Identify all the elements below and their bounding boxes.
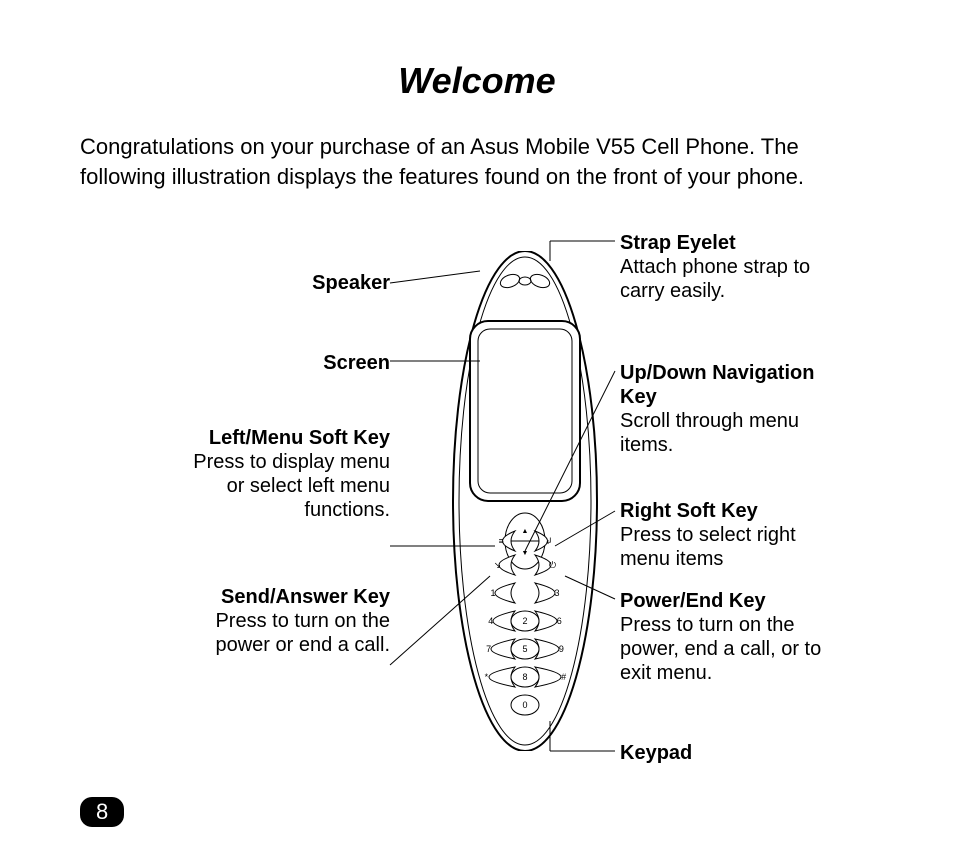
label-heading: Up/Down Navigation Key (620, 362, 814, 408)
label-heading: Right Soft Key (620, 500, 758, 522)
svg-text:6: 6 (557, 616, 562, 626)
page-number: 8 (80, 797, 124, 827)
label-send-key: Send/Answer Key Press to turn on the pow… (190, 585, 390, 657)
label-desc: Attach phone strap to carry easily. (620, 256, 810, 302)
svg-text:↘: ↘ (494, 560, 502, 570)
svg-text:8: 8 (522, 672, 527, 682)
svg-text:≡: ≡ (499, 536, 504, 546)
label-heading: Keypad (620, 742, 692, 764)
svg-text:4: 4 (488, 616, 493, 626)
svg-text:↲: ↲ (545, 536, 553, 546)
svg-text:1: 1 (490, 588, 495, 598)
label-heading: Power/End Key (620, 590, 766, 612)
label-nav-key: Up/Down Navigation Key Scroll through me… (620, 361, 840, 457)
label-desc: Scroll through menu items. (620, 410, 799, 456)
label-heading: Screen (323, 352, 390, 374)
label-strap-eyelet: Strap Eyelet Attach phone strap to carry… (620, 231, 830, 303)
svg-text:▼: ▼ (522, 550, 529, 557)
svg-text:#: # (561, 672, 566, 682)
svg-text:*: * (485, 672, 489, 682)
label-heading: Speaker (312, 272, 390, 294)
page-title: Welcome (80, 60, 874, 102)
label-heading: Send/Answer Key (221, 586, 390, 608)
svg-text:2: 2 (522, 616, 527, 626)
label-left-soft-key: Left/Menu Soft Key Press to display menu… (190, 426, 390, 522)
svg-text:9: 9 (559, 644, 564, 654)
svg-text:0: 0 (522, 700, 527, 710)
phone-illustration: ▲ ▼ ≡ ↲ ↘ ⏻ 1 3 4 6 2 7 9 5 * #8 0 (450, 251, 600, 756)
intro-text: Congratulations on your purchase of an A… (80, 132, 874, 191)
svg-text:5: 5 (522, 644, 527, 654)
label-power-key: Power/End Key Press to turn on the power… (620, 589, 830, 685)
label-desc: Press to turn on the power, end a call, … (620, 614, 821, 684)
svg-text:7: 7 (486, 644, 491, 654)
label-screen: Screen (200, 351, 390, 375)
label-right-soft-key: Right Soft Key Press to select right men… (620, 499, 830, 571)
svg-text:▲: ▲ (522, 528, 529, 535)
diagram: Speaker Screen Left/Menu Soft Key Press … (80, 231, 874, 791)
label-desc: Press to turn on the power or end a call… (215, 610, 390, 656)
label-speaker: Speaker (200, 271, 390, 295)
label-heading: Strap Eyelet (620, 232, 736, 254)
svg-text:3: 3 (554, 588, 559, 598)
label-heading: Left/Menu Soft Key (209, 427, 390, 449)
page: Welcome Congratulations on your purchase… (0, 0, 954, 851)
phone-icon: ▲ ▼ ≡ ↲ ↘ ⏻ 1 3 4 6 2 7 9 5 * #8 0 (450, 251, 600, 751)
label-desc: Press to select right menu items (620, 524, 796, 570)
label-keypad: Keypad (620, 741, 830, 765)
label-desc: Press to display menu or select left men… (193, 451, 390, 521)
svg-text:⏻: ⏻ (549, 560, 556, 570)
